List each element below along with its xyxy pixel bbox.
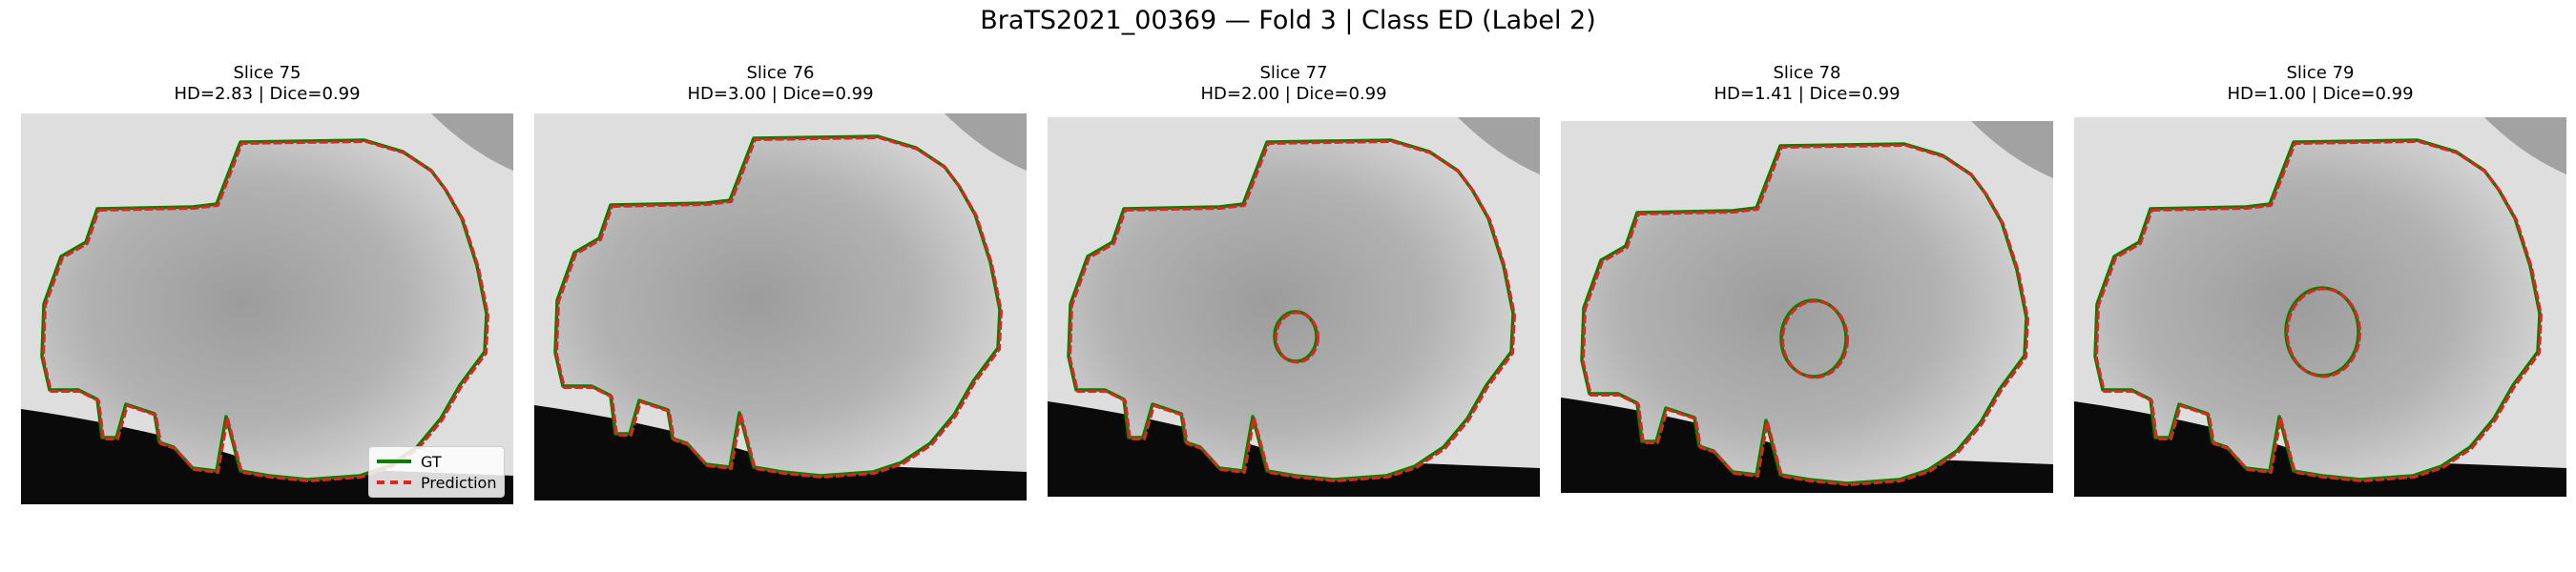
dark-region [534,405,1027,500]
mri-slice-image [1561,121,2053,493]
panel-title-slice: Slice 78 [1773,63,1841,83]
mri-slice-svg [2074,117,2566,497]
edema-region [555,136,1000,476]
panel-title-metrics: HD=1.00 | Dice=0.99 [2227,84,2414,104]
prediction-contour [42,140,489,482]
dark-region [2074,401,2566,497]
slice-panel-76: Slice 76 HD=3.00 | Dice=0.99 [534,63,1027,500]
figure-title: BraTS2021_00369 — Fold 3 | Class ED (Lab… [980,6,1596,35]
bright-structure [945,113,1027,171]
bright-structure [1458,117,1540,174]
mri-slice-svg [534,113,1027,500]
legend-gt-swatch [377,460,411,463]
bright-structure [1971,121,2053,178]
panel-title-slice: Slice 79 [2286,63,2355,83]
panel-title-slice: Slice 77 [1259,63,1328,83]
panel-title-metrics: HD=2.00 | Dice=0.99 [1200,84,1387,104]
edema-region [42,140,487,480]
slice-panel-78: Slice 78 HD=1.41 | Dice=0.99 [1561,63,2053,493]
panel-title-slice: Slice 76 [746,63,815,83]
prediction-hole-contour [2286,287,2361,378]
legend-gt-label: GT [421,452,442,471]
mri-slice-svg [1561,121,2053,493]
panel-title-metrics: HD=2.83 | Dice=0.99 [174,84,361,104]
panel-title-metrics: HD=1.41 | Dice=0.99 [1714,84,1901,104]
dark-region [1048,401,1540,497]
mri-slice-image [534,113,1027,500]
prediction-contour [2095,140,2543,482]
slice-panel-77: Slice 77 HD=2.00 | Dice=0.99 [1048,63,1540,497]
bright-structure [2484,117,2566,174]
legend: GT Prediction [368,446,506,498]
panel-title-slice: Slice 75 [233,63,301,83]
prediction-contour [555,136,1003,479]
prediction-contour [1069,140,1516,482]
bright-structure [431,113,513,171]
panel-title-metrics: HD=3.00 | Dice=0.99 [687,84,874,104]
edema-region [1069,140,1513,480]
mri-slice-image [2074,117,2566,497]
legend-prediction-swatch [377,480,411,484]
slice-panel-79: Slice 79 HD=1.00 | Dice=0.99 [2074,63,2566,497]
legend-prediction-label: Prediction [421,473,497,492]
edema-region [2095,140,2540,480]
prediction-hole-contour [1275,311,1319,364]
prediction-contour [1582,144,2029,486]
edema-region [1582,144,2026,483]
mri-slice-image [1048,117,1540,497]
mri-slice-svg [1048,117,1540,497]
prediction-hole-contour [1781,299,1849,379]
slice-panel-75: Slice 75 HD=2.83 | Dice=0.99 GT Predicti… [21,63,513,504]
